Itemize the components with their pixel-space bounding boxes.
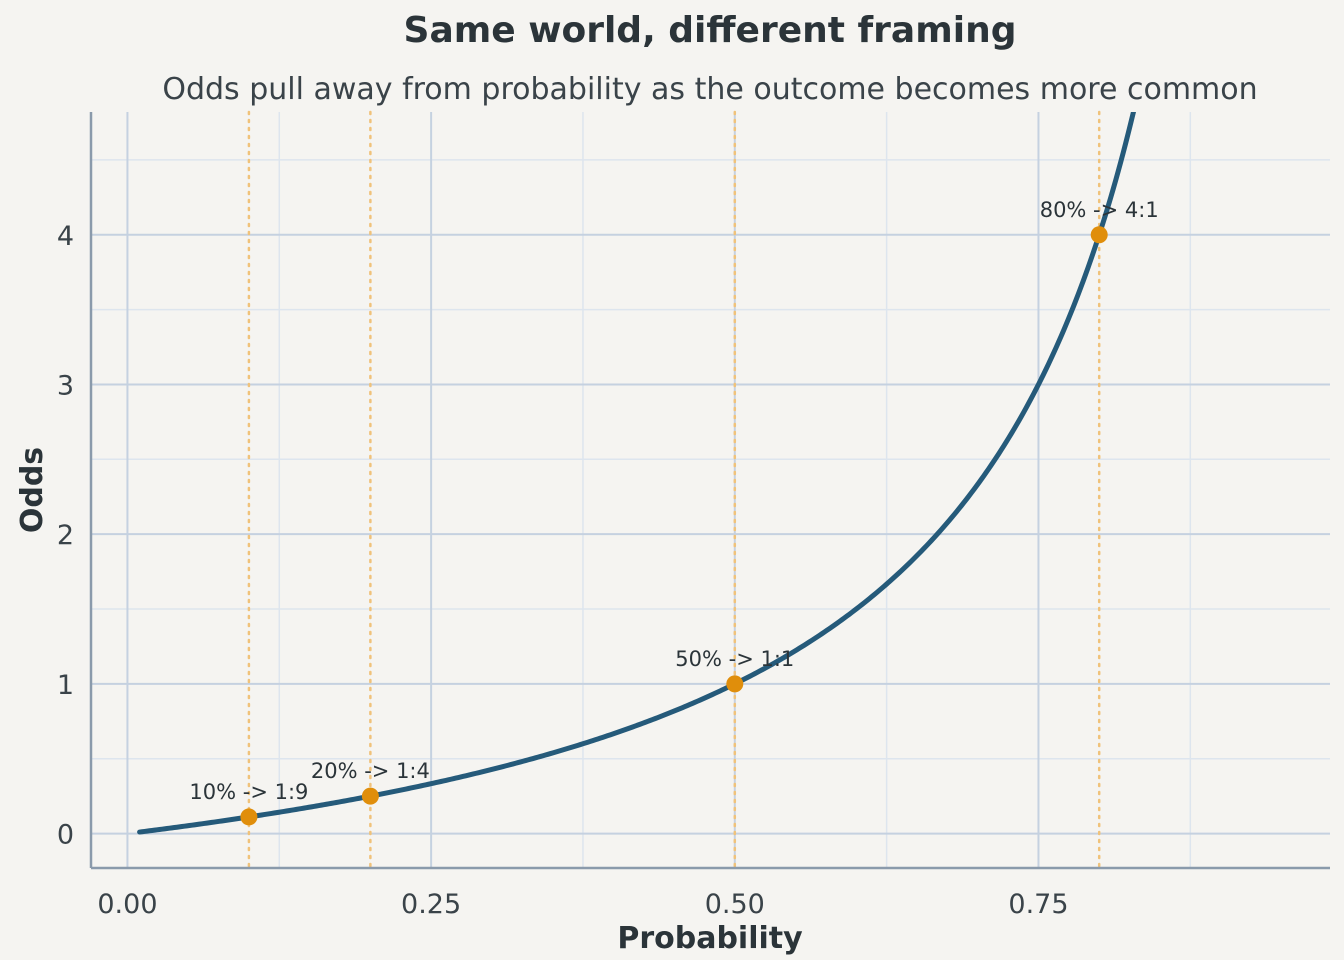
highlight-label: 20% -> 1:4 bbox=[311, 759, 430, 783]
x-tick-label: 0.00 bbox=[97, 889, 157, 920]
highlight-label: 10% -> 1:9 bbox=[189, 780, 308, 804]
odds-curve bbox=[137, 112, 1137, 835]
y-tick-label: 4 bbox=[57, 221, 74, 252]
highlight-label: 80% -> 4:1 bbox=[1040, 198, 1159, 222]
y-tick-label: 2 bbox=[57, 520, 74, 551]
chart-title: Same world, different framing bbox=[404, 10, 1017, 51]
x-axis-title: Probability bbox=[617, 921, 803, 956]
x-tick-label: 0.25 bbox=[401, 889, 461, 920]
highlight-point bbox=[726, 675, 744, 693]
y-tick-label: 1 bbox=[57, 670, 74, 701]
reference-lines bbox=[247, 110, 1101, 870]
highlight-point bbox=[240, 808, 258, 826]
highlight-point bbox=[361, 787, 379, 805]
highlight-point bbox=[1090, 226, 1108, 244]
axes bbox=[89, 112, 1330, 870]
x-tick-label: 0.75 bbox=[1008, 889, 1068, 920]
grid bbox=[91, 112, 1330, 868]
odds-curve-group bbox=[137, 112, 1137, 835]
x-tick-label: 0.50 bbox=[705, 889, 765, 920]
highlight-points bbox=[240, 226, 1108, 826]
highlight-label: 50% -> 1:1 bbox=[675, 647, 794, 671]
chart-subtitle: Odds pull away from probability as the o… bbox=[162, 72, 1257, 107]
y-tick-label: 0 bbox=[57, 820, 74, 851]
chart-text: Same world, different framing Odds pull … bbox=[15, 10, 1258, 956]
y-axis-title: Odds bbox=[15, 447, 50, 533]
y-tick-label: 3 bbox=[57, 370, 74, 401]
